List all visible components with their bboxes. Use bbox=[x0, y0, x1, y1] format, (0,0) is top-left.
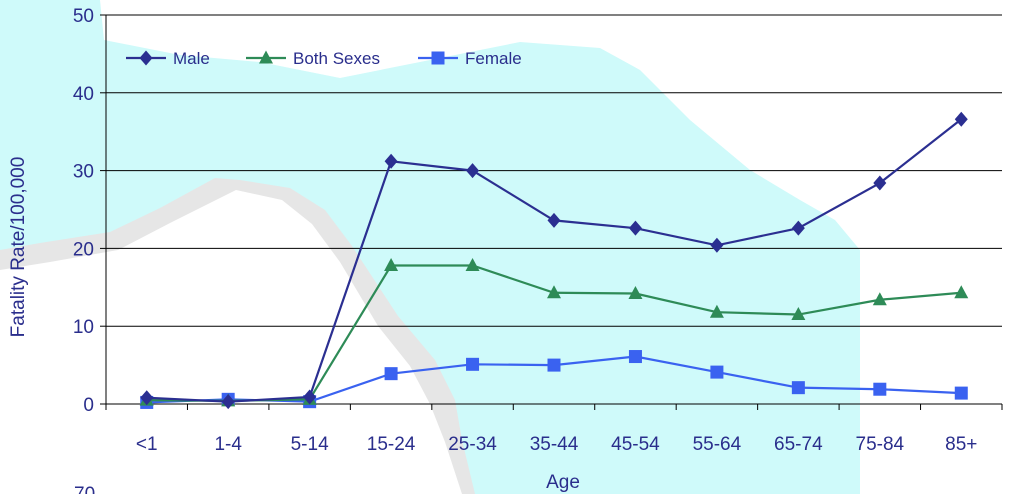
data-point-both-sexes bbox=[465, 258, 480, 272]
x-tick-label: 15-24 bbox=[367, 434, 416, 455]
map-land-shadow bbox=[0, 178, 475, 494]
data-point-male bbox=[547, 212, 561, 228]
x-tick-label: 75-84 bbox=[856, 434, 905, 455]
data-point-female bbox=[710, 365, 724, 379]
data-point-female bbox=[873, 382, 887, 396]
x-tick-label: 5-14 bbox=[291, 434, 329, 455]
x-tick-label: 55-64 bbox=[693, 434, 742, 455]
y-tick-label: 30 bbox=[73, 162, 94, 183]
gridlines bbox=[106, 14, 1002, 327]
legend-label-both-sexes: Both Sexes bbox=[293, 49, 380, 68]
data-point-male bbox=[466, 163, 480, 179]
series-male bbox=[140, 111, 968, 410]
data-point-male bbox=[140, 390, 154, 406]
data-point-female bbox=[628, 350, 642, 364]
legend-label-female: Female bbox=[465, 49, 522, 68]
y-tick-label: 40 bbox=[73, 84, 94, 105]
legend-marker-both-sexes bbox=[259, 50, 273, 64]
legend-label-male: Male bbox=[173, 49, 210, 68]
legend-marker-female bbox=[431, 51, 445, 65]
y-tick-label: 20 bbox=[73, 239, 94, 260]
data-point-male bbox=[710, 237, 724, 253]
y-axis-title: Fatality Rate/100,000 bbox=[8, 157, 29, 338]
legend-item-both-sexes: Both Sexes bbox=[246, 49, 380, 68]
data-point-both-sexes bbox=[872, 292, 887, 306]
data-point-male bbox=[791, 220, 805, 236]
legend-item-female: Female bbox=[418, 49, 522, 68]
x-tick-label: 25-34 bbox=[448, 434, 497, 455]
data-point-female bbox=[466, 357, 480, 371]
x-tick-label: 65-74 bbox=[774, 434, 823, 455]
data-point-male bbox=[221, 394, 235, 410]
x-axis-title: Age bbox=[546, 472, 580, 493]
data-point-female bbox=[547, 358, 561, 372]
data-point-female bbox=[384, 367, 398, 381]
data-point-both-sexes bbox=[791, 307, 806, 321]
x-tick-label: 85+ bbox=[945, 434, 977, 455]
x-tick-label: 35-44 bbox=[530, 434, 579, 455]
data-point-female bbox=[791, 381, 805, 395]
y-axis-ticks: 0 10 20 30 40 50 bbox=[73, 6, 106, 416]
x-tick-label: 45-54 bbox=[611, 434, 660, 455]
legend-marker-male bbox=[139, 50, 153, 66]
series-layer bbox=[139, 111, 969, 410]
data-point-male bbox=[303, 389, 317, 405]
y-tick-label: 50 bbox=[73, 6, 94, 27]
y-tick-label: 0 bbox=[83, 395, 94, 416]
x-axis-ticks: <1 1-4 5-14 15-24 25-34 35-44 45-54 55-64 65-74 7… bbox=[105, 404, 1003, 455]
legend: Male Both Sexes Female bbox=[126, 49, 522, 68]
y-tick-label: 10 bbox=[73, 317, 94, 338]
data-point-male bbox=[628, 220, 642, 236]
data-point-both-sexes bbox=[628, 286, 643, 300]
map-water-shape bbox=[0, 0, 860, 494]
x-tick-label: <1 bbox=[136, 434, 158, 455]
data-point-male bbox=[873, 175, 887, 191]
data-point-male bbox=[954, 111, 968, 127]
data-point-female bbox=[954, 386, 968, 400]
data-point-male bbox=[384, 153, 398, 169]
stray-tick-label: 70 bbox=[74, 484, 95, 494]
data-point-both-sexes bbox=[954, 285, 969, 299]
axes bbox=[105, 15, 1002, 405]
data-point-both-sexes bbox=[709, 304, 724, 318]
data-point-both-sexes bbox=[547, 285, 561, 299]
data-point-both-sexes bbox=[384, 258, 399, 272]
x-tick-label: 1-4 bbox=[214, 434, 242, 455]
legend-item-male: Male bbox=[126, 49, 210, 68]
